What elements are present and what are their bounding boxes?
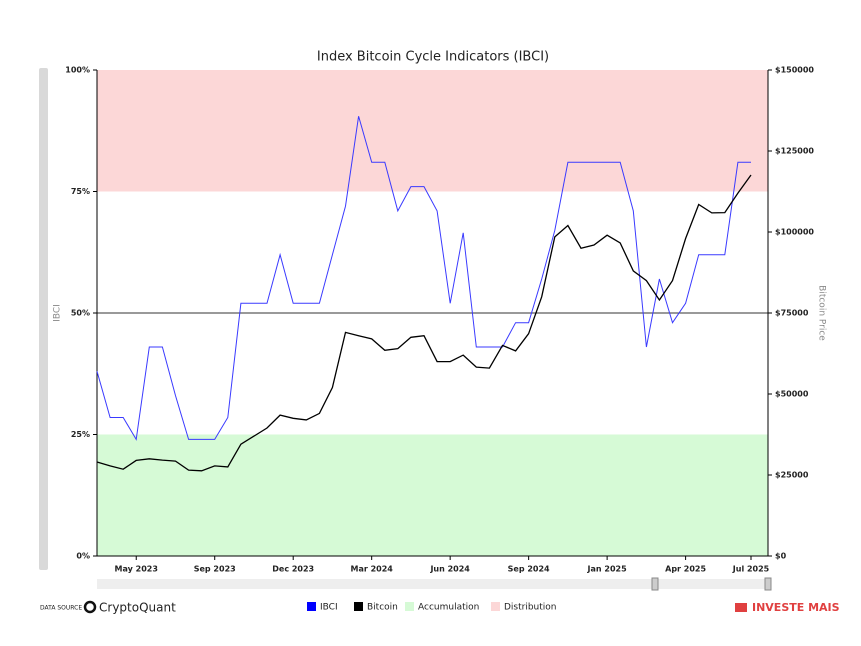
y-tick-label: 75% (71, 187, 90, 196)
brand-name: INVESTE MAIS (752, 601, 840, 614)
legend-swatch (405, 602, 414, 611)
y-scrollbar[interactable] (39, 68, 48, 570)
y-tick-label: 25% (71, 430, 90, 439)
chart-title: Index Bitcoin Cycle Indicators (IBCI) (317, 50, 549, 65)
y-axis-label: IBCI (53, 304, 63, 322)
legend-label: IBCI (320, 603, 338, 613)
x-tick-label: Apr 2025 (665, 565, 706, 574)
x-tick-label: Sep 2023 (194, 565, 236, 574)
legend-swatch (307, 602, 316, 611)
nav-handle[interactable] (651, 577, 659, 591)
y2-tick-label: $100000 (775, 228, 814, 237)
x-navigator[interactable] (97, 579, 771, 589)
source-name: CryptoQuant (99, 601, 176, 615)
brand-logo (735, 603, 747, 612)
legend-label: Accumulation (418, 603, 479, 613)
source-logo (83, 600, 97, 614)
legend-label: Distribution (504, 603, 557, 613)
x-tick-label: Jul 2025 (732, 565, 770, 574)
y2-tick-label: $25000 (775, 471, 809, 480)
y2-tick-label: $50000 (775, 390, 809, 399)
series-line (96, 174, 752, 472)
y2-axis-label: Bitcoin Price (817, 285, 827, 341)
legend-label: Bitcoin (367, 603, 398, 613)
zone (97, 434, 768, 556)
y-tick-label: 50% (71, 309, 90, 318)
y-tick-label: 100% (65, 66, 90, 75)
y2-tick-label: $150000 (775, 66, 814, 75)
legend-swatch (491, 602, 500, 611)
y-tick-label: 0% (76, 552, 90, 561)
source-label: DATA SOURCE (40, 605, 82, 612)
x-tick-label: Sep 2024 (508, 565, 550, 574)
x-tick-label: Mar 2024 (351, 565, 394, 574)
x-tick-label: May 2023 (115, 565, 158, 574)
series-line (96, 116, 751, 441)
legend-swatch (354, 602, 363, 611)
y2-tick-label: $75000 (775, 309, 809, 318)
nav-handle[interactable] (764, 577, 772, 591)
y2-tick-label: $125000 (775, 147, 814, 156)
zone (97, 70, 768, 192)
x-tick-label: Jan 2025 (587, 565, 628, 574)
x-tick-label: Jun 2024 (429, 565, 470, 574)
x-tick-label: Dec 2023 (272, 565, 314, 574)
y2-tick-label: $0 (775, 552, 787, 561)
